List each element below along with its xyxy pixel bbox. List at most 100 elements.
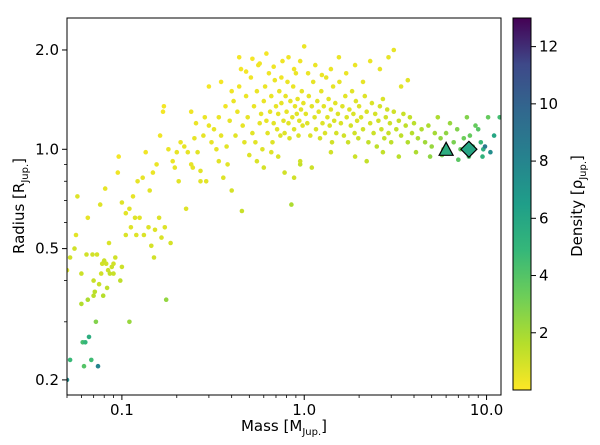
- data-point: [203, 179, 209, 184]
- data-point: [478, 140, 484, 145]
- data-point: [403, 123, 409, 128]
- data-point: [432, 130, 438, 136]
- data-point: [163, 297, 169, 303]
- data-point: [135, 179, 140, 184]
- data-point: [405, 77, 411, 83]
- data-point: [384, 107, 390, 112]
- data-point: [319, 88, 324, 94]
- data-point: [224, 144, 229, 149]
- data-point: [313, 62, 318, 68]
- data-point: [282, 170, 287, 175]
- data-point: [239, 208, 245, 214]
- data-point: [413, 149, 419, 155]
- data-point: [325, 115, 330, 120]
- data-point: [398, 133, 404, 138]
- data-point: [146, 225, 151, 230]
- data-point: [415, 136, 421, 141]
- y-axis: 0.2 0.5 1.0 2.0: [35, 41, 67, 389]
- data-point: [290, 115, 295, 120]
- data-point: [333, 100, 338, 106]
- data-point: [364, 109, 370, 114]
- x-axis-label: Mass [MJup.]: [241, 417, 327, 438]
- data-point: [351, 111, 356, 117]
- data-point: [216, 158, 222, 164]
- data-point: [261, 98, 267, 104]
- data-point: [344, 115, 350, 120]
- data-point: [482, 144, 488, 149]
- data-point: [94, 252, 100, 257]
- data-point: [271, 64, 277, 69]
- data-point: [326, 96, 331, 102]
- data-point: [354, 118, 360, 124]
- y-tick-label: 2.0: [35, 41, 59, 59]
- data-point: [261, 165, 267, 170]
- data-point: [319, 72, 325, 78]
- data-point: [67, 357, 73, 363]
- data-point: [229, 188, 234, 193]
- data-point: [295, 96, 300, 102]
- data-point: [352, 154, 358, 159]
- data-point: [364, 158, 370, 164]
- data-point: [132, 215, 138, 221]
- data-point: [367, 58, 373, 64]
- data-point: [464, 115, 470, 120]
- highlighted-markers: [438, 140, 478, 159]
- data-point: [149, 243, 154, 249]
- data-point: [115, 170, 121, 175]
- data-point: [293, 71, 299, 76]
- data-point: [340, 104, 345, 109]
- data-point: [356, 104, 362, 109]
- x-axis: 0.1 1.0 10.0: [66, 395, 503, 419]
- data-point: [81, 363, 87, 369]
- data-point: [188, 162, 194, 167]
- data-point: [211, 127, 217, 132]
- data-point: [206, 123, 212, 128]
- data-point: [377, 104, 383, 109]
- data-point: [380, 149, 386, 155]
- data-point: [262, 84, 268, 89]
- data-point: [119, 200, 125, 205]
- data-point: [123, 210, 129, 216]
- data-point: [286, 120, 291, 126]
- data-point: [348, 123, 354, 128]
- colorbar-tick-label: 10: [539, 95, 558, 113]
- highlight-triangle-marker: [438, 141, 455, 156]
- data-point: [248, 75, 254, 80]
- data-point: [123, 232, 129, 238]
- data-point: [156, 215, 162, 221]
- data-point: [301, 44, 307, 49]
- data-point: [277, 88, 282, 94]
- data-point: [206, 84, 212, 89]
- data-point: [229, 88, 234, 94]
- data-point: [188, 109, 194, 114]
- y-axis-label: Radius [RJup.]: [10, 158, 31, 254]
- y-tick-label: 0.5: [35, 240, 59, 258]
- data-point: [427, 154, 433, 159]
- data-point: [107, 271, 113, 276]
- data-point: [100, 293, 106, 299]
- data-point: [67, 267, 70, 273]
- data-point: [137, 215, 142, 221]
- data-point: [265, 130, 270, 136]
- data-point: [360, 127, 366, 132]
- data-point: [287, 136, 292, 141]
- data-point: [274, 127, 280, 132]
- data-point: [161, 104, 167, 109]
- data-point: [105, 267, 111, 273]
- data-point: [288, 98, 293, 104]
- data-point: [282, 130, 287, 136]
- data-point: [106, 240, 112, 246]
- data-point: [216, 115, 222, 120]
- data-point: [243, 93, 249, 99]
- data-point: [279, 100, 284, 106]
- data-point: [192, 136, 197, 141]
- data-point: [89, 357, 94, 363]
- data-point: [305, 120, 310, 126]
- data-point: [316, 109, 322, 114]
- data-point: [278, 133, 283, 138]
- data-point: [116, 154, 121, 159]
- data-point: [349, 88, 355, 94]
- data-point: [159, 235, 164, 240]
- data-point: [343, 71, 349, 76]
- data-point: [383, 115, 389, 120]
